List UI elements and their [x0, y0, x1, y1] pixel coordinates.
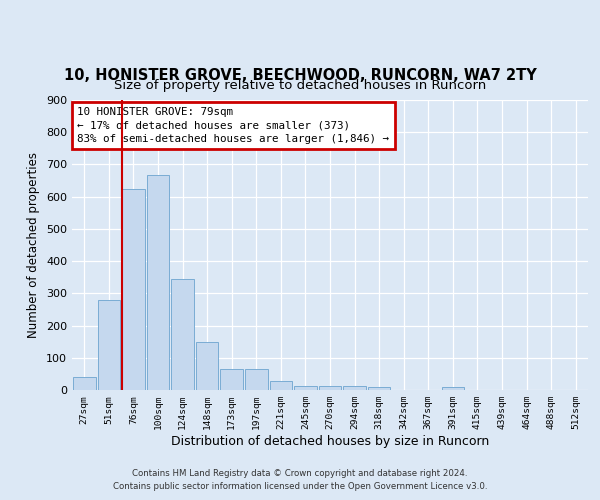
Bar: [294, 386, 317, 390]
Bar: [171, 279, 194, 390]
Text: Contains public sector information licensed under the Open Government Licence v3: Contains public sector information licen…: [113, 482, 487, 491]
Text: Size of property relative to detached houses in Runcorn: Size of property relative to detached ho…: [114, 80, 486, 92]
Text: Contains HM Land Registry data © Crown copyright and database right 2024.: Contains HM Land Registry data © Crown c…: [132, 468, 468, 477]
Bar: [343, 386, 366, 390]
Bar: [220, 369, 243, 390]
Text: 10, HONISTER GROVE, BEECHWOOD, RUNCORN, WA7 2TY: 10, HONISTER GROVE, BEECHWOOD, RUNCORN, …: [64, 68, 536, 82]
Bar: [368, 387, 391, 390]
Bar: [146, 175, 169, 390]
Bar: [98, 300, 120, 390]
Bar: [269, 381, 292, 390]
Bar: [73, 377, 95, 390]
X-axis label: Distribution of detached houses by size in Runcorn: Distribution of detached houses by size …: [171, 435, 489, 448]
Bar: [245, 369, 268, 390]
Bar: [196, 342, 218, 390]
Bar: [122, 188, 145, 390]
Y-axis label: Number of detached properties: Number of detached properties: [28, 152, 40, 338]
Text: 10 HONISTER GROVE: 79sqm
← 17% of detached houses are smaller (373)
83% of semi-: 10 HONISTER GROVE: 79sqm ← 17% of detach…: [77, 108, 389, 144]
Bar: [319, 386, 341, 390]
Bar: [442, 388, 464, 390]
